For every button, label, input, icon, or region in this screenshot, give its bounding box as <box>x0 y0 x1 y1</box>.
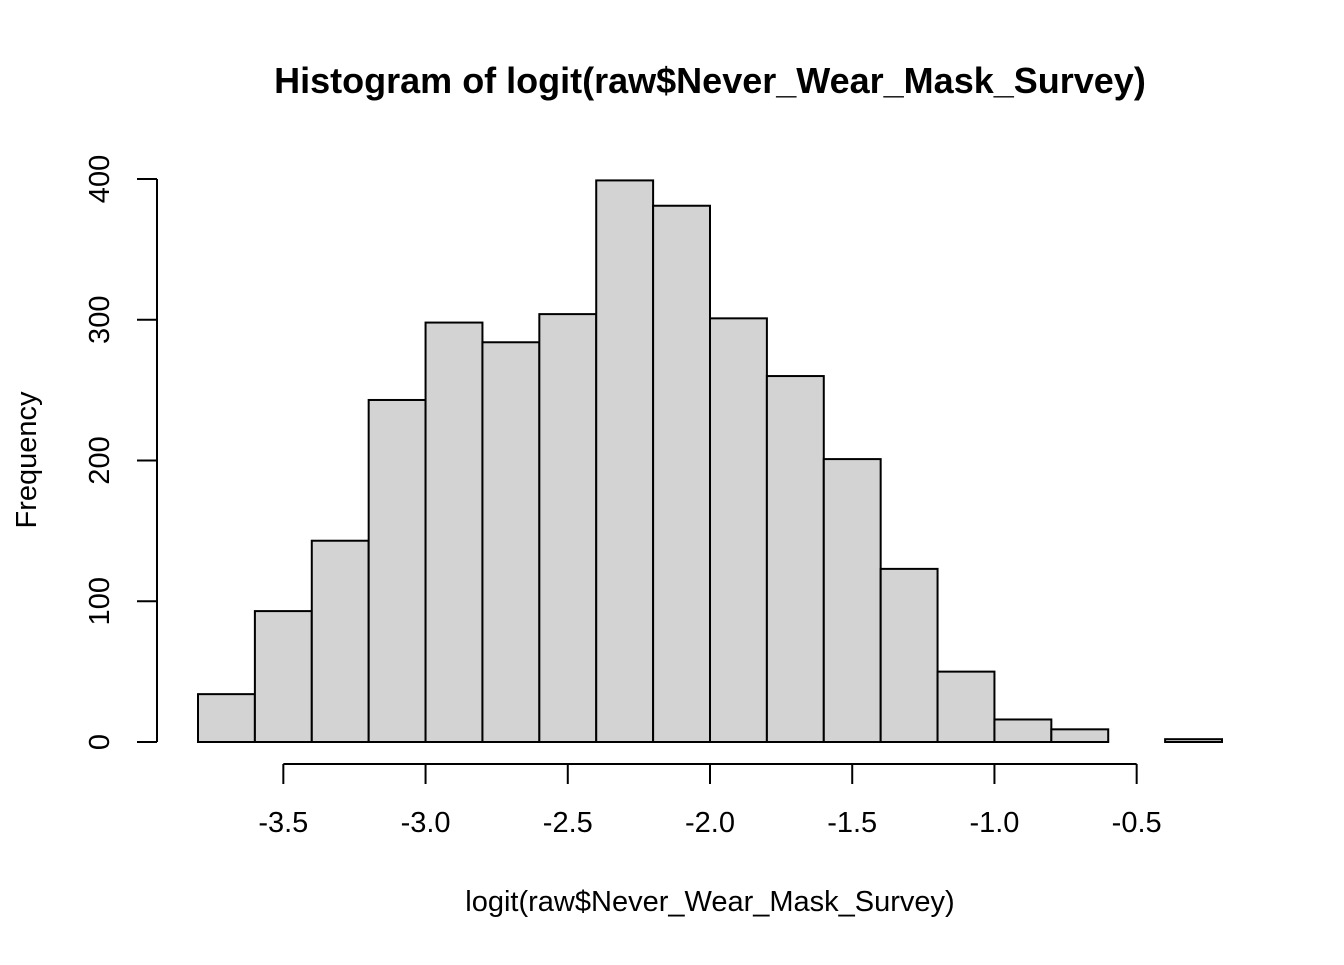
histogram-bar <box>822 458 882 743</box>
histogram-bar <box>197 693 256 744</box>
histogram-bar <box>538 313 598 743</box>
histogram-bar <box>253 610 313 743</box>
histogram-bar <box>709 317 768 743</box>
histogram-bar <box>367 398 427 743</box>
histogram-bar <box>1050 728 1110 744</box>
y-tick-label: 300 <box>84 296 116 344</box>
x-axis-label: logit(raw$Never_Wear_Mask_Survey) <box>465 886 954 918</box>
x-axis: -3.5 -3.0 -2.5 -2.0 -1.5 -1.0 -0.5 <box>258 763 1162 839</box>
y-tick-label: 200 <box>84 436 116 484</box>
x-tick-label: -2.0 <box>685 807 735 839</box>
histogram-bar <box>879 567 939 743</box>
histogram-bar <box>310 539 370 743</box>
histogram-bar <box>595 179 655 744</box>
x-tick-label: -1.0 <box>969 807 1019 839</box>
x-tick-label: -3.5 <box>258 807 308 839</box>
y-tick-label: 400 <box>84 155 116 203</box>
chart-title: Histogram of logit(raw$Never_Wear_Mask_S… <box>274 60 1146 101</box>
histogram-bar <box>481 341 541 743</box>
y-axis-label: Frequency <box>11 391 43 529</box>
histogram-bar <box>652 204 711 743</box>
bars-group <box>197 179 1223 744</box>
x-tick-label: -0.5 <box>1112 807 1162 839</box>
y-tick-label: 100 <box>84 577 116 625</box>
x-tick-label: -3.0 <box>401 807 451 839</box>
x-tick-label: -2.5 <box>543 807 593 839</box>
histogram-bar <box>1164 738 1223 743</box>
y-axis: 0 100 200 300 400 <box>84 155 158 750</box>
histogram-bar <box>765 375 825 743</box>
histogram-bar <box>993 718 1053 743</box>
y-tick-label: 0 <box>84 734 116 750</box>
x-tick-label: -1.5 <box>827 807 877 839</box>
histogram-bar <box>424 321 484 743</box>
histogram-bar <box>936 670 996 743</box>
